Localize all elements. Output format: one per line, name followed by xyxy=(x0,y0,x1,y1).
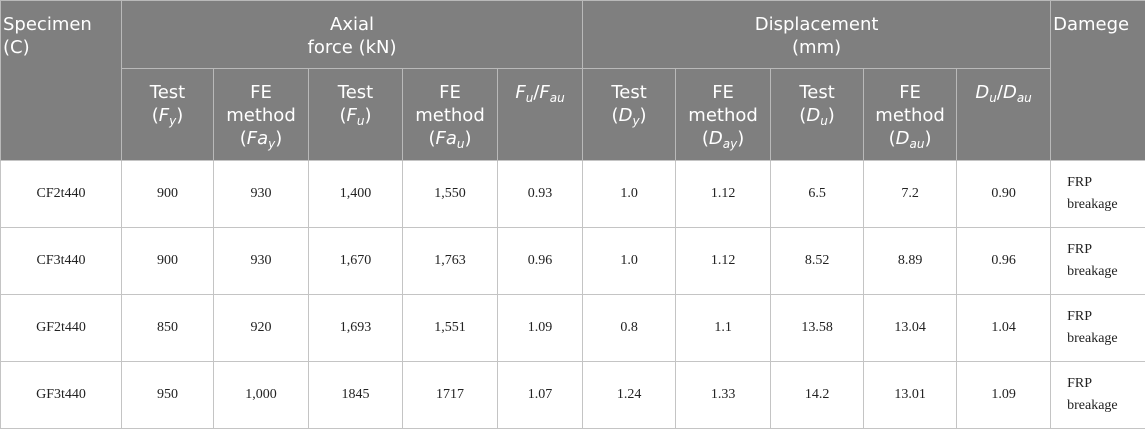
cell-fy-test: 900 xyxy=(121,227,214,295)
table-row: GF3t440 950 1,000 1845 1717 1.07 1.24 1.… xyxy=(0,361,1145,429)
cell-d-ratio: 1.09 xyxy=(956,361,1052,429)
header-dy-fe: FE method (Day) xyxy=(675,68,772,161)
header-f-ratio: Fu/Fau xyxy=(496,68,584,161)
cell-du-fe: 8.89 xyxy=(863,227,958,295)
cell-dy-test: 0.8 xyxy=(582,294,677,362)
cell-specimen: CF2t440 xyxy=(0,160,122,228)
header-dy-test: Test (Dy) xyxy=(582,68,677,161)
cell-dy-fe: 1.12 xyxy=(675,227,772,295)
cell-dy-test: 1.0 xyxy=(582,160,677,228)
header-specimen: Specimen (C) xyxy=(0,0,122,161)
cell-fu-test: 1,693 xyxy=(308,294,403,362)
cell-damage: FRP breakage xyxy=(1050,160,1145,228)
cell-fy-test: 950 xyxy=(121,361,214,429)
cell-fy-fe: 930 xyxy=(213,227,309,295)
cell-damage: FRP breakage xyxy=(1050,227,1145,295)
cell-fu-test: 1,400 xyxy=(308,160,403,228)
cell-dy-fe: 1.12 xyxy=(675,160,772,228)
header-fu-fe: FE method (Fau) xyxy=(402,68,498,161)
cell-f-ratio: 1.07 xyxy=(496,361,584,429)
cell-d-ratio: 0.90 xyxy=(956,160,1052,228)
cell-dy-test: 1.24 xyxy=(582,361,677,429)
cell-fy-test: 900 xyxy=(121,160,214,228)
header-du-test: Test (Du) xyxy=(770,68,865,161)
cell-d-ratio: 1.04 xyxy=(956,294,1052,362)
table-row: CF3t440 900 930 1,670 1,763 0.96 1.0 1.1… xyxy=(0,227,1145,295)
cell-f-ratio: 0.93 xyxy=(496,160,584,228)
header-damage: Damege xyxy=(1050,0,1145,161)
cell-f-ratio: 1.09 xyxy=(496,294,584,362)
cell-fy-test: 850 xyxy=(121,294,214,362)
cell-fu-fe: 1,763 xyxy=(402,227,498,295)
cell-du-test: 8.52 xyxy=(770,227,865,295)
cell-du-fe: 7.2 xyxy=(863,160,958,228)
cell-d-ratio: 0.96 xyxy=(956,227,1052,295)
table-row: CF2t440 900 930 1,400 1,550 0.93 1.0 1.1… xyxy=(0,160,1145,228)
cell-fu-fe: 1717 xyxy=(402,361,498,429)
cell-dy-fe: 1.33 xyxy=(675,361,772,429)
cell-specimen: GF3t440 xyxy=(0,361,122,429)
header-fu-test: Test (Fu) xyxy=(308,68,403,161)
header-du-fe: FE method (Dau) xyxy=(863,68,958,161)
header-axial-force: Axial force (kN) xyxy=(120,0,584,69)
cell-fu-fe: 1,550 xyxy=(402,160,498,228)
header-fy-test: Test (Fy) xyxy=(121,68,214,161)
cell-du-test: 13.58 xyxy=(770,294,865,362)
cell-fu-test: 1845 xyxy=(308,361,403,429)
cell-specimen: CF3t440 xyxy=(0,227,122,295)
cell-damage: FRP breakage xyxy=(1050,361,1145,429)
table-row: GF2t440 850 920 1,693 1,551 1.09 0.8 1.1… xyxy=(0,294,1145,362)
header-d-ratio: Du/Dau xyxy=(956,68,1052,161)
header-fy-fe: FE method (Fay) xyxy=(213,68,309,161)
header-displacement: Displacement (mm) xyxy=(582,0,1052,69)
cell-du-test: 14.2 xyxy=(770,361,865,429)
cell-fy-fe: 1,000 xyxy=(213,361,309,429)
cell-du-test: 6.5 xyxy=(770,160,865,228)
cell-dy-test: 1.0 xyxy=(582,227,677,295)
cell-fu-test: 1,670 xyxy=(308,227,403,295)
cell-du-fe: 13.04 xyxy=(863,294,958,362)
cell-fu-fe: 1,551 xyxy=(402,294,498,362)
cell-dy-fe: 1.1 xyxy=(675,294,772,362)
cell-specimen: GF2t440 xyxy=(0,294,122,362)
cell-damage: FRP breakage xyxy=(1050,294,1145,362)
cell-du-fe: 13.01 xyxy=(863,361,958,429)
cell-f-ratio: 0.96 xyxy=(496,227,584,295)
cell-fy-fe: 920 xyxy=(213,294,309,362)
cell-fy-fe: 930 xyxy=(213,160,309,228)
